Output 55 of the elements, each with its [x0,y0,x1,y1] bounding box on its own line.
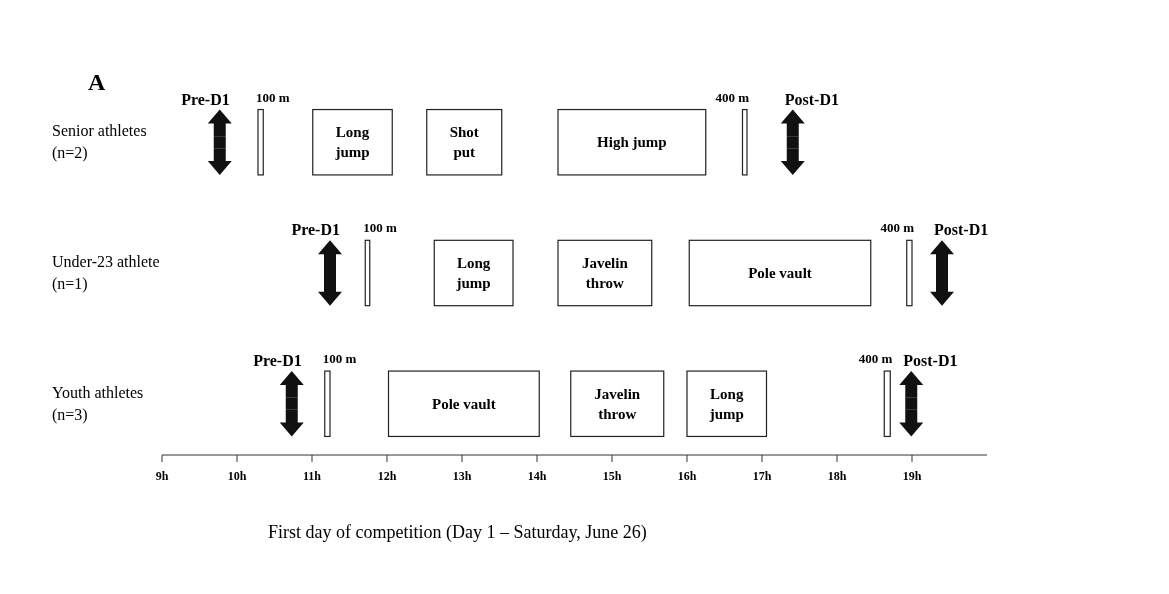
x-tick-label: 16h [677,469,697,483]
bar [257,108,264,176]
bar [570,370,665,438]
series-label: Long jump [334,124,370,161]
x-tick-label: 18h [827,469,847,483]
text: 100 m [363,220,397,236]
chart-title: A [88,69,106,95]
bar [688,239,872,307]
series-label: Pre-D1 [181,90,230,108]
point [905,397,918,410]
text: Javelin throw [594,385,641,422]
bar [312,108,393,176]
text: 400 m [880,220,914,236]
x-tick-label: 9h [155,469,169,483]
bar [557,108,707,176]
text: Long jump [709,385,744,422]
bar [387,370,540,438]
bar [906,239,913,307]
text: Post-D1 [934,221,989,239]
text: Pre-D1 [253,352,302,370]
x-tick-label: 10h [227,469,247,483]
text: Pre-D1 [291,221,340,239]
point [786,136,799,149]
point [285,397,298,410]
y-tick-label: Under-23 athlete (n=1) [52,253,160,293]
x-axis-title: First day of competition (Day 1 – Saturday, June 26) [268,522,647,543]
series-label: High jump [597,134,667,151]
point [213,136,226,149]
x-tick-label: 15h [602,469,622,483]
x-tick-label: 14h [527,469,547,483]
series-label: Post-D1 [784,90,839,108]
x-tick-label: 19h [902,469,922,483]
text: Pole vault [432,395,496,412]
text: 100 m [322,351,357,367]
series-label: Pole vault [748,265,812,281]
text: 400 m [858,351,893,367]
series-label: 100 m [256,89,290,105]
bar [686,370,768,438]
bar [324,370,331,438]
text: Post-D1 [903,352,958,370]
bar [426,108,503,176]
series-label: Shot put [449,124,479,161]
x-tick-label: 11h [302,469,322,483]
y-tick-label: Senior athletes (n=2) [52,122,147,163]
series-label: 400 m [715,89,750,105]
text: Long jump [456,255,491,291]
bar [433,239,514,307]
bar [741,108,748,176]
y-tick-label: Youth athletes (n=3) [52,383,144,424]
series-label: Javelin throw [581,255,629,291]
x-tick-label: 12h [377,469,397,483]
bar [883,370,891,438]
x-tick-label: 13h [452,469,472,483]
bar [557,239,653,307]
x-tick-label: 17h [752,469,772,483]
